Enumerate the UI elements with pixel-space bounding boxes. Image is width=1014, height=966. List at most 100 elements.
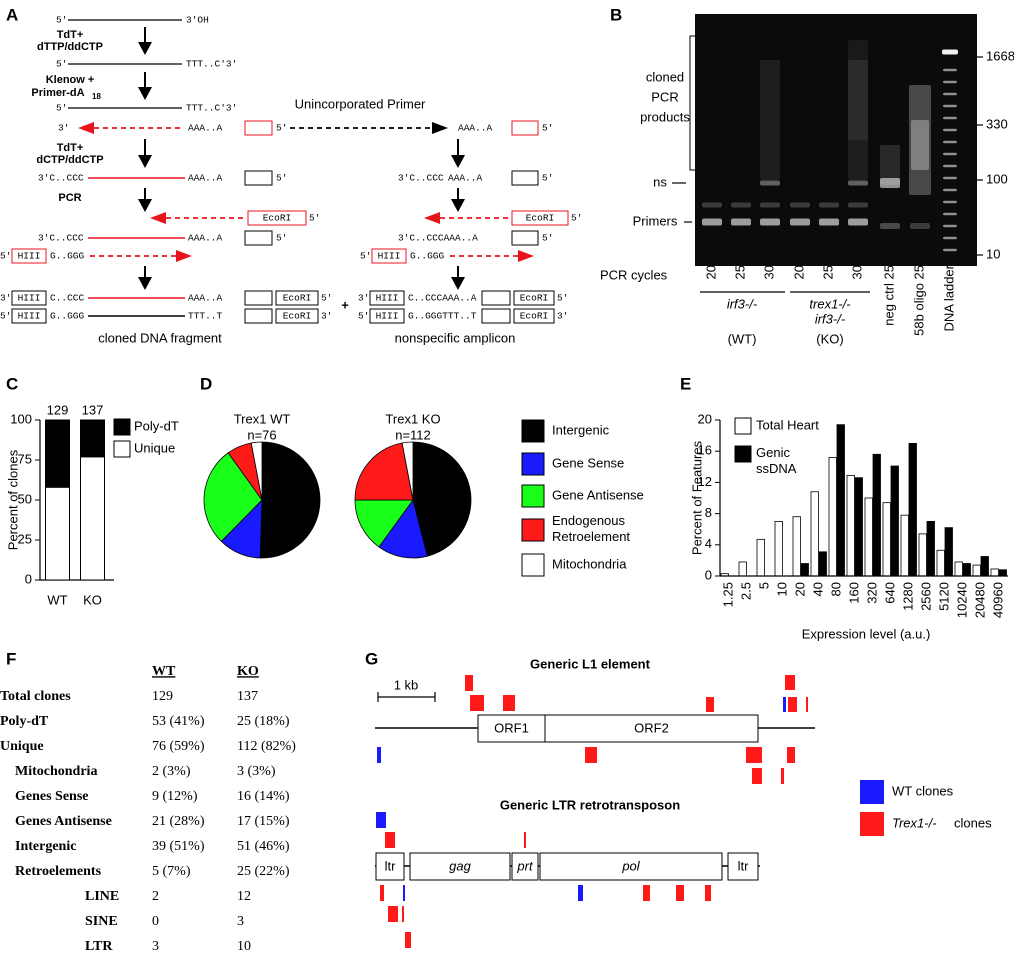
bar-segment	[80, 419, 105, 458]
gel-band	[943, 248, 957, 252]
box	[11, 308, 47, 324]
x-tick-label: 5120	[936, 582, 951, 611]
axis-title: Expression level (a.u.)	[802, 626, 931, 641]
gel-band	[790, 218, 810, 226]
sequence-label: C..CCCAAA..A	[408, 293, 477, 304]
row-label: SINE	[85, 914, 118, 929]
clone-mark	[783, 697, 786, 712]
y-tick-label: 12	[698, 474, 712, 489]
gel-band	[943, 92, 957, 96]
gel-band	[943, 236, 957, 240]
sequence-label: 5'	[321, 293, 332, 304]
table-cell: 39 (51%)	[152, 839, 205, 854]
sequence-label: 5'	[56, 103, 67, 114]
arrow	[138, 277, 152, 290]
pie-slice	[203, 452, 263, 542]
bar	[818, 551, 827, 577]
arrow-head	[150, 212, 166, 224]
lane-label: 20	[791, 265, 806, 279]
gel-band	[943, 68, 957, 72]
clone-mark	[377, 747, 381, 763]
box	[11, 290, 47, 306]
sequence-label: AAA..A	[188, 173, 223, 184]
gel-band	[943, 116, 957, 120]
arrow	[138, 87, 152, 100]
caption: cloned DNA fragment	[98, 330, 222, 345]
bar	[954, 561, 963, 577]
bar	[774, 521, 783, 577]
bar	[792, 516, 801, 577]
gel-label: PCR cycles	[600, 267, 668, 282]
pie-subtitle: n=76	[247, 427, 276, 442]
table-header: WT	[152, 664, 176, 679]
bar	[756, 538, 765, 577]
gel-band	[943, 80, 957, 84]
clone-mark	[705, 885, 711, 901]
panel-letter: F	[6, 649, 16, 668]
element-label: ltr	[385, 858, 397, 873]
table-cell: 129	[152, 689, 173, 704]
bar	[918, 533, 927, 577]
gel-band	[943, 188, 957, 192]
table-cell: 3	[152, 939, 159, 954]
sequence-label: 5'	[360, 251, 371, 262]
clone-mark	[388, 906, 398, 922]
row-label: Genes Sense	[15, 789, 89, 804]
sequence-label: 5'	[358, 311, 369, 322]
sequence-label: EcoRI	[520, 311, 549, 322]
element-box	[544, 714, 759, 743]
sequence-label: 3'	[321, 311, 332, 322]
gel-label: Primers	[633, 213, 678, 228]
element-box	[477, 714, 546, 743]
row-label: Unique	[0, 739, 44, 754]
sequence-label: HIII	[378, 251, 401, 262]
y-tick-label: 4	[705, 536, 712, 551]
bar	[846, 474, 855, 577]
sequence-label: 5'	[0, 311, 11, 322]
box	[247, 210, 307, 226]
clone-mark	[503, 695, 515, 711]
x-tick-label: 10	[774, 582, 789, 596]
legend-swatch	[734, 445, 752, 463]
y-tick-label: 20	[698, 411, 712, 426]
panel-letter: D	[200, 374, 212, 393]
clone-mark	[578, 885, 583, 901]
bar	[998, 569, 1007, 577]
table-cell: 112 (82%)	[237, 739, 296, 754]
lane-label: 30	[849, 265, 864, 279]
box	[244, 308, 273, 324]
map-title: Generic LTR retrotransposon	[500, 797, 680, 812]
pie-slice	[401, 441, 414, 501]
x-tick-label: 80	[828, 582, 843, 596]
box	[511, 230, 539, 246]
legend-swatch	[521, 452, 545, 476]
step-label: PCR	[58, 192, 81, 204]
box	[369, 290, 405, 306]
element-label: gag	[449, 858, 471, 873]
step-label: TdT+	[57, 29, 84, 41]
box	[511, 120, 539, 136]
table-cell: 5 (7%)	[152, 864, 191, 879]
arrow	[451, 155, 465, 168]
gel-band	[910, 223, 930, 229]
table-cell: 12	[237, 889, 251, 904]
x-tick-label: 320	[864, 582, 879, 604]
gel-band	[819, 218, 839, 226]
x-tick-label: KO	[83, 592, 102, 607]
arrow	[138, 42, 152, 55]
pie-slice	[250, 441, 263, 501]
step-label: 18	[92, 92, 101, 101]
legend-swatch	[521, 419, 545, 443]
sequence-label: AAA..A	[448, 173, 483, 184]
gel-band	[760, 180, 780, 186]
gel-band	[943, 176, 957, 180]
bar	[980, 556, 989, 577]
sequence-label: TTT..T	[188, 311, 223, 322]
gel-band	[880, 223, 900, 229]
panel-letter: G	[365, 649, 378, 668]
row-label: Intergenic	[15, 839, 76, 854]
bracket	[689, 35, 696, 171]
note: Unincorporated Primer	[295, 96, 426, 111]
table-cell: 10	[237, 939, 251, 954]
arrow	[451, 199, 465, 212]
